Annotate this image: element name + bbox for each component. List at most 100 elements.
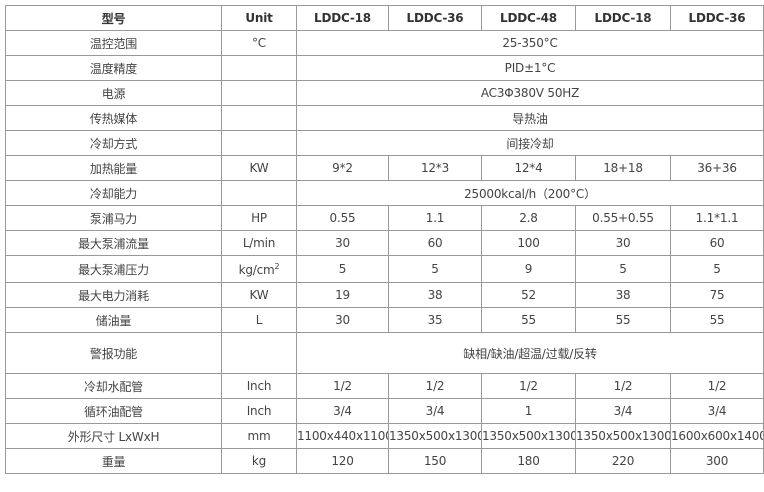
row-value: 300 (670, 448, 764, 474)
row-unit (221, 332, 297, 374)
row-value: 5 (670, 255, 764, 283)
spec-table: 型号 Unit LDDC-18 LDDC-36 LDDC-48 LDDC-18 LDDC-3… (5, 5, 764, 474)
header-unit: Unit (221, 5, 297, 31)
row-value: 30 (296, 307, 389, 333)
header-model-column: LDDC-36 (388, 5, 482, 31)
row-value: 5 (388, 255, 482, 283)
row-value: 36+36 (670, 155, 764, 181)
row-value-merged: PID±1°C (296, 55, 764, 81)
row-unit: HP (221, 205, 297, 231)
row-label: 储油量 (5, 307, 222, 333)
table-row: 冷却方式 间接冷却 (5, 130, 764, 156)
unit-text: kg/cm (238, 262, 275, 277)
row-value: 3/4 (575, 398, 671, 424)
row-value: 12*3 (388, 155, 482, 181)
table-row: 最大电力消耗 KW 19 38 52 38 75 (5, 282, 764, 308)
row-value: 1100x440x1100 (296, 423, 389, 449)
table-row: 冷却能力 25000kcal/h（200°C） (5, 180, 764, 206)
row-value-merged: AC3Φ380V 50HZ (296, 80, 764, 106)
table-row: 温度精度 PID±1°C (5, 55, 764, 81)
row-unit (221, 130, 297, 156)
row-value: 18+18 (575, 155, 671, 181)
row-unit: KW (221, 282, 297, 308)
row-value: 1/2 (481, 373, 576, 399)
row-value-merged: 25-350°C (296, 30, 764, 56)
row-value: 180 (481, 448, 576, 474)
row-value: 1/2 (575, 373, 671, 399)
row-value: 60 (670, 230, 764, 256)
unit-superscript: 2 (274, 261, 280, 271)
row-value: 1/2 (296, 373, 389, 399)
row-label: 冷却水配管 (5, 373, 222, 399)
row-value: 9 (481, 255, 576, 283)
row-unit: kg/cm2 (221, 255, 297, 283)
table-row: 泵浦马力 HP 0.55 1.1 2.8 0.55+0.55 1.1*1.1 (5, 205, 764, 231)
row-label: 温控范围 (5, 30, 222, 56)
table-row: 冷却水配管 Inch 1/2 1/2 1/2 1/2 1/2 (5, 373, 764, 399)
row-label: 循环油配管 (5, 398, 222, 424)
table-row: 电源 AC3Φ380V 50HZ (5, 80, 764, 106)
row-label: 传热媒体 (5, 105, 222, 131)
table-row: 最大泵浦压力 kg/cm2 5 5 9 5 5 (5, 255, 764, 283)
row-value-merged: 缺相/缺油/超温/过载/反转 (296, 332, 764, 374)
table-row: 加热能量 KW 9*2 12*3 12*4 18+18 36+36 (5, 155, 764, 181)
table-row: 最大泵浦流量 L/min 30 60 100 30 60 (5, 230, 764, 256)
row-value: 55 (670, 307, 764, 333)
table-row: 传热媒体 导热油 (5, 105, 764, 131)
row-label: 外形尺寸 LxWxH (5, 423, 222, 449)
row-value: 75 (670, 282, 764, 308)
row-value: 1600x600x1400 (670, 423, 764, 449)
row-value: 1/2 (388, 373, 482, 399)
header-model-column: LDDC-18 (296, 5, 389, 31)
row-unit: L/min (221, 230, 297, 256)
row-value: 220 (575, 448, 671, 474)
row-label: 最大泵浦流量 (5, 230, 222, 256)
row-value: 0.55+0.55 (575, 205, 671, 231)
row-value: 35 (388, 307, 482, 333)
row-label: 电源 (5, 80, 222, 106)
table-row: 循环油配管 Inch 3/4 3/4 1 3/4 3/4 (5, 398, 764, 424)
row-value-merged: 导热油 (296, 105, 764, 131)
header-row: 型号 Unit LDDC-18 LDDC-36 LDDC-48 LDDC-18 LDDC-3… (5, 5, 764, 31)
row-unit: KW (221, 155, 297, 181)
header-model-column: LDDC-48 (481, 5, 576, 31)
row-value: 55 (481, 307, 576, 333)
row-value-merged: 25000kcal/h（200°C） (296, 180, 764, 206)
row-value: 1350x500x1300 (388, 423, 482, 449)
row-label: 重量 (5, 448, 222, 474)
table-row: 重量 kg 120 150 180 220 300 (5, 448, 764, 474)
table-row: 警报功能 缺相/缺油/超温/过载/反转 (5, 332, 764, 374)
row-value: 3/4 (388, 398, 482, 424)
row-value: 52 (481, 282, 576, 308)
row-value-merged: 间接冷却 (296, 130, 764, 156)
row-unit (221, 180, 297, 206)
row-value: 12*4 (481, 155, 576, 181)
row-value: 150 (388, 448, 482, 474)
row-value: 1.1*1.1 (670, 205, 764, 231)
header-model-column: LDDC-18 (575, 5, 671, 31)
row-value: 100 (481, 230, 576, 256)
row-value: 38 (575, 282, 671, 308)
row-label: 冷却方式 (5, 130, 222, 156)
row-value: 60 (388, 230, 482, 256)
row-unit: L (221, 307, 297, 333)
row-unit: kg (221, 448, 297, 474)
row-value: 38 (388, 282, 482, 308)
table-row: 储油量 L 30 35 55 55 55 (5, 307, 764, 333)
row-unit: Inch (221, 373, 297, 399)
row-label: 加热能量 (5, 155, 222, 181)
row-unit (221, 80, 297, 106)
row-value: 1350x500x1300 (481, 423, 576, 449)
row-value: 5 (296, 255, 389, 283)
row-label: 冷却能力 (5, 180, 222, 206)
row-label: 警报功能 (5, 332, 222, 374)
row-unit: mm (221, 423, 297, 449)
row-value: 1.1 (388, 205, 482, 231)
row-label: 泵浦马力 (5, 205, 222, 231)
header-model-column: LDDC-36 (670, 5, 764, 31)
header-model: 型号 (5, 5, 222, 31)
row-value: 30 (296, 230, 389, 256)
row-unit: °C (221, 30, 297, 56)
row-label: 最大泵浦压力 (5, 255, 222, 283)
row-value: 5 (575, 255, 671, 283)
